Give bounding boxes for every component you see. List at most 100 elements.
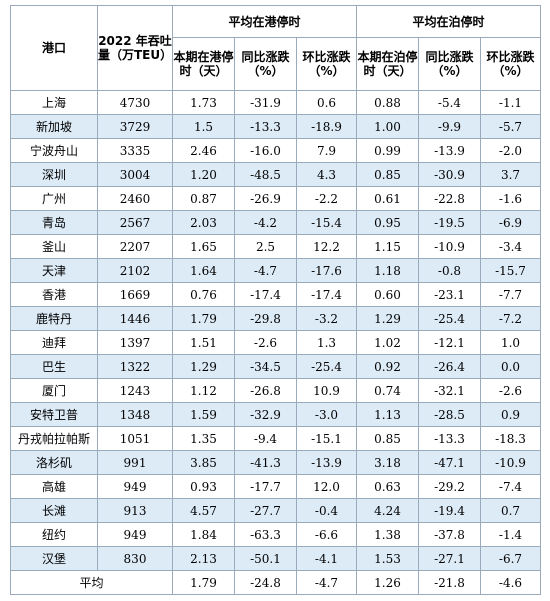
cell: 香港 bbox=[10, 282, 98, 307]
cell: -26.9 bbox=[234, 186, 297, 211]
cell: 0.92 bbox=[356, 354, 419, 379]
cell: -34.5 bbox=[234, 354, 297, 379]
cell: -31.9 bbox=[234, 90, 297, 115]
table-row: 釜山 2207 1.65 2.5 12.2 1.15 -10.9 -3.4 bbox=[10, 234, 541, 259]
cell: 0.88 bbox=[356, 90, 419, 115]
header-sub: 本期在港停时（天） bbox=[172, 37, 235, 91]
cell: 洛杉矶 bbox=[10, 450, 98, 475]
cell: -7.4 bbox=[480, 474, 541, 499]
cell: 1.64 bbox=[172, 258, 235, 283]
table-row: 厦门 1243 1.12 -26.8 10.9 0.74 -32.1 -2.6 bbox=[10, 378, 541, 403]
cell: -41.3 bbox=[234, 450, 297, 475]
cell: 广州 bbox=[10, 186, 98, 211]
cell: 新加坡 bbox=[10, 114, 98, 139]
cell: 3004 bbox=[97, 162, 173, 187]
table-row: 汉堡 830 2.13 -50.1 -4.1 1.53 -27.1 -6.7 bbox=[10, 546, 541, 571]
cell: 1.84 bbox=[172, 522, 235, 547]
cell: 1.13 bbox=[356, 402, 419, 427]
table-row: 丹戎帕拉帕斯 1051 1.35 -9.4 -15.1 0.85 -13.3 -18.3 bbox=[10, 426, 541, 451]
cell: -7.7 bbox=[480, 282, 541, 307]
cell: 2.13 bbox=[172, 546, 235, 571]
cell: 3729 bbox=[97, 114, 173, 139]
cell: -12.1 bbox=[418, 330, 481, 355]
cell: 1.65 bbox=[172, 234, 235, 259]
cell: 0.95 bbox=[356, 210, 419, 235]
table-row: 高雄 949 0.93 -17.7 12.0 0.63 -29.2 -7.4 bbox=[10, 474, 541, 499]
cell: -10.9 bbox=[480, 450, 541, 475]
cell: 1.15 bbox=[356, 234, 419, 259]
cell: -32.1 bbox=[418, 378, 481, 403]
cell: 0.85 bbox=[356, 162, 419, 187]
cell: 深圳 bbox=[10, 162, 98, 187]
cell: 3.7 bbox=[480, 162, 541, 187]
cell: 安特卫普 bbox=[10, 402, 98, 427]
cell: 4.3 bbox=[296, 162, 357, 187]
cell: -18.3 bbox=[480, 426, 541, 451]
cell: 2567 bbox=[97, 210, 173, 235]
cell: 0.63 bbox=[356, 474, 419, 499]
cell: -17.4 bbox=[296, 282, 357, 307]
cell: 0.0 bbox=[480, 354, 541, 379]
cell: -25.4 bbox=[418, 306, 481, 331]
cell: 长滩 bbox=[10, 498, 98, 523]
cell: 12.2 bbox=[296, 234, 357, 259]
cell: 鹿特丹 bbox=[10, 306, 98, 331]
cell: -24.8 bbox=[234, 570, 297, 595]
cell: 2460 bbox=[97, 186, 173, 211]
cell: 丹戎帕拉帕斯 bbox=[10, 426, 98, 451]
cell: 2207 bbox=[97, 234, 173, 259]
cell: 高雄 bbox=[10, 474, 98, 499]
cell: -26.8 bbox=[234, 378, 297, 403]
cell: -4.7 bbox=[296, 570, 357, 595]
table-row: 安特卫普 1348 1.59 -32.9 -3.0 1.13 -28.5 0.9 bbox=[10, 402, 541, 427]
cell: 厦门 bbox=[10, 378, 98, 403]
cell: 1.3 bbox=[296, 330, 357, 355]
header-group: 平均在泊停时 bbox=[356, 5, 541, 38]
cell: 0.9 bbox=[480, 402, 541, 427]
cell: -5.4 bbox=[418, 90, 481, 115]
cell: 2.46 bbox=[172, 138, 235, 163]
cell: 1.12 bbox=[172, 378, 235, 403]
cell: -23.1 bbox=[418, 282, 481, 307]
cell: 1.5 bbox=[172, 114, 235, 139]
cell: -3.2 bbox=[296, 306, 357, 331]
cell: 1.00 bbox=[356, 114, 419, 139]
cell: -2.6 bbox=[234, 330, 297, 355]
cell: 1.79 bbox=[172, 570, 235, 595]
cell: 1.0 bbox=[480, 330, 541, 355]
cell: -2.2 bbox=[296, 186, 357, 211]
header-sub: 环比涨跌（%） bbox=[480, 37, 541, 91]
header-sub: 同比涨跌（%） bbox=[234, 37, 297, 91]
cell: -4.1 bbox=[296, 546, 357, 571]
header-throughput: 2022 年吞吐量（万TEU） bbox=[97, 5, 173, 91]
cell: -13.9 bbox=[418, 138, 481, 163]
cell: 913 bbox=[97, 498, 173, 523]
port-table: 港口 2022 年吞吐量（万TEU） 平均在港停时 平均在泊停时 本期在港停时（… bbox=[10, 5, 541, 595]
table-row: 青岛 2567 2.03 -4.2 -15.4 0.95 -19.5 -6.9 bbox=[10, 210, 541, 235]
cell: -63.3 bbox=[234, 522, 297, 547]
cell: -15.4 bbox=[296, 210, 357, 235]
cell: -19.5 bbox=[418, 210, 481, 235]
average-row: 平均 1.79 -24.8 -4.7 1.26 -21.8 -4.6 bbox=[10, 570, 541, 595]
cell: 汉堡 bbox=[10, 546, 98, 571]
cell: -0.4 bbox=[296, 498, 357, 523]
cell: -48.5 bbox=[234, 162, 297, 187]
cell: 1669 bbox=[97, 282, 173, 307]
cell: 830 bbox=[97, 546, 173, 571]
cell: 1.18 bbox=[356, 258, 419, 283]
cell: -0.8 bbox=[418, 258, 481, 283]
table-row: 深圳 3004 1.20 -48.5 4.3 0.85 -30.9 3.7 bbox=[10, 162, 541, 187]
cell: 1.79 bbox=[172, 306, 235, 331]
cell: -17.4 bbox=[234, 282, 297, 307]
cell: 釜山 bbox=[10, 234, 98, 259]
table-row: 洛杉矶 991 3.85 -41.3 -13.9 3.18 -47.1 -10.9 bbox=[10, 450, 541, 475]
table-row: 广州 2460 0.87 -26.9 -2.2 0.61 -22.8 -1.6 bbox=[10, 186, 541, 211]
table-row: 上海 4730 1.73 -31.9 0.6 0.88 -5.4 -1.1 bbox=[10, 90, 541, 115]
table-row: 香港 1669 0.76 -17.4 -17.4 0.60 -23.1 -7.7 bbox=[10, 282, 541, 307]
cell: 1.73 bbox=[172, 90, 235, 115]
cell: 2.03 bbox=[172, 210, 235, 235]
cell: 1.38 bbox=[356, 522, 419, 547]
cell: 1.02 bbox=[356, 330, 419, 355]
cell: -1.1 bbox=[480, 90, 541, 115]
